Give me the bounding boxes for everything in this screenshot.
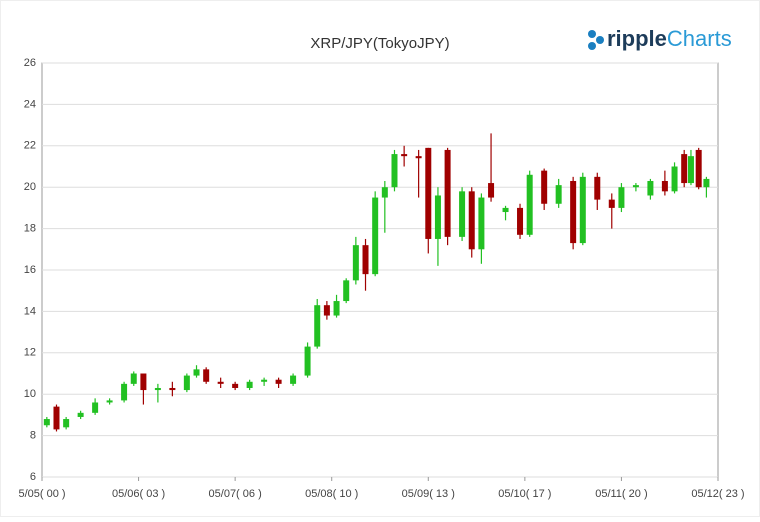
x-tick-label: 5/05( 00 ): [18, 488, 65, 500]
candle-body: [53, 406, 60, 430]
chart-title: XRP/JPY(TokyoJPY): [310, 35, 449, 52]
y-tick-label: 26: [24, 57, 36, 69]
logo-dot: [588, 42, 596, 50]
candle-body: [372, 197, 379, 275]
candle-body: [193, 369, 200, 376]
candle-body: [661, 180, 668, 192]
candle-body: [63, 419, 70, 428]
candle-body: [502, 207, 509, 213]
y-tick-label: 18: [24, 223, 36, 235]
candle-body: [647, 180, 654, 196]
logo: rippleCharts: [588, 26, 732, 51]
candle-body: [106, 400, 113, 403]
y-tick-label: 22: [24, 140, 36, 152]
candle-body: [594, 176, 601, 200]
candle-body: [681, 154, 688, 184]
y-tick-label: 12: [24, 347, 36, 359]
x-tick-label: 05/12( 23 ): [691, 488, 744, 500]
candle-body: [391, 154, 398, 188]
candle-body: [314, 305, 321, 347]
candle-body: [140, 373, 147, 391]
candle-body: [401, 154, 408, 157]
candle-body: [217, 381, 224, 384]
candle-body: [517, 207, 524, 235]
candle-body: [154, 387, 161, 391]
candle-body: [92, 402, 99, 413]
x-tick-label: 05/11( 20 ): [595, 488, 647, 500]
candle-body: [579, 176, 586, 244]
candle-body: [695, 149, 702, 188]
candle-body: [526, 174, 533, 235]
candle-body: [478, 197, 485, 250]
candle-body: [415, 156, 422, 159]
candle-body: [555, 185, 562, 204]
candle-body: [232, 383, 239, 388]
y-tick-label: 16: [24, 264, 36, 276]
candle-body: [541, 170, 548, 204]
y-tick-label: 6: [30, 471, 36, 483]
x-tick-label: 05/09( 13 ): [402, 488, 455, 500]
candle-body: [183, 375, 190, 391]
candle-body: [352, 245, 359, 281]
candle-body: [130, 373, 137, 384]
y-tick-label: 10: [24, 388, 36, 400]
candle-body: [43, 419, 50, 426]
candle-body: [381, 187, 388, 198]
candle-body: [304, 346, 311, 376]
candle-body: [687, 156, 694, 184]
candle-body: [333, 301, 340, 316]
logo-dot: [588, 30, 596, 38]
x-tick-label: 05/06( 03 ): [112, 488, 165, 500]
y-tick-label: 20: [24, 181, 36, 193]
logo-product: Charts: [667, 26, 732, 51]
candle-body: [77, 412, 84, 417]
candle-body: [671, 166, 678, 192]
candle-body: [323, 305, 330, 316]
logo-brand: rippleCharts: [607, 26, 732, 51]
candle-body: [425, 147, 432, 239]
candle-body: [121, 383, 128, 401]
candle-body: [169, 387, 176, 391]
candle-body: [343, 280, 350, 302]
y-tick-label: 14: [24, 305, 36, 317]
candle-body: [434, 195, 441, 239]
candle-body: [203, 369, 210, 382]
candle-body: [246, 381, 253, 388]
candle-body: [488, 183, 495, 198]
x-tick-label: 05/08( 10 ): [305, 488, 358, 500]
x-tick-label: 05/10( 17 ): [498, 488, 551, 500]
y-tick-label: 24: [24, 98, 36, 110]
logo-dot: [596, 36, 604, 44]
candle-body: [618, 187, 625, 208]
candle-body: [570, 180, 577, 244]
candle-body: [444, 149, 451, 237]
candle-body: [608, 199, 615, 208]
candle-body: [459, 191, 466, 237]
y-tick-label: 8: [30, 430, 36, 442]
candle-body: [632, 185, 639, 188]
candle-body: [290, 375, 297, 384]
candle-body: [468, 191, 475, 250]
candle-body: [703, 178, 710, 188]
x-tick-label: 05/07( 06 ): [209, 488, 262, 500]
logo-brand-text: ripple: [607, 26, 667, 51]
candle-body: [362, 245, 369, 275]
candle-body: [275, 379, 282, 384]
candle-body: [261, 379, 268, 382]
